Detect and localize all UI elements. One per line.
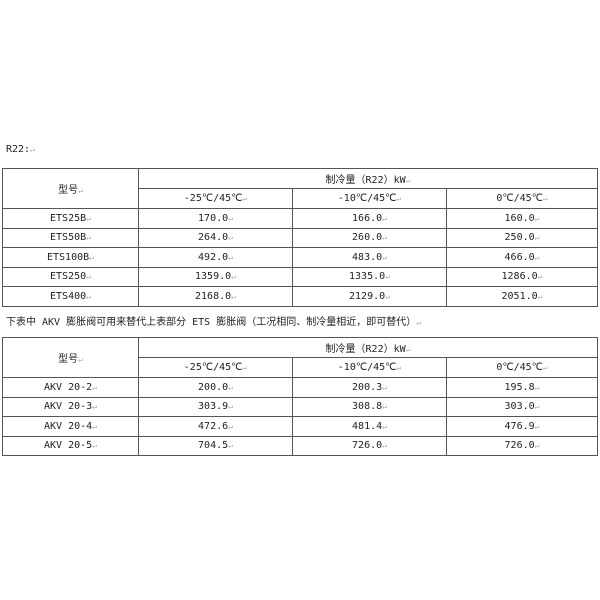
table-cell: 260.0↵ — [292, 227, 447, 248]
table-cell: 166.0↵ — [292, 208, 447, 229]
table-row: ETS100B↵ 492.0↵ 483.0↵ 466.0↵ — [2, 247, 598, 268]
table-row: AKV 20-4↵ 472.6↵ 481.4↵ 476.9↵ — [2, 416, 598, 437]
header-capacity: 制冷量（R22）kW↵ — [138, 168, 598, 189]
table-cell: ETS400↵ — [2, 286, 139, 307]
table-cell: 1286.0↵ — [446, 266, 598, 287]
table-cell: 476.9↵ — [446, 416, 598, 437]
table-cell: 2129.0↵ — [292, 286, 447, 307]
header-model: 型号↵ — [2, 168, 139, 209]
header-capacity: 制冷量（R22）kW↵ — [138, 337, 598, 358]
header-condition: 0℃/45℃↵ — [446, 357, 598, 378]
table-cell: ETS250↵ — [2, 266, 139, 287]
akv-capacity-table: 型号↵ 制冷量（R22）kW↵ -25℃/45℃↵ -10℃/45℃↵ 0℃/45℃↵ A… — [2, 337, 598, 456]
table-cell: 195.8↵ — [446, 377, 598, 398]
table-cell: 200.0↵ — [138, 377, 293, 398]
table-cell: ETS100B↵ — [2, 247, 139, 268]
caption-akv-note: 下表中 AKV 膨胀阀可用来替代上表部分 ETS 膨胀阀（工况相同、制冷量相近，… — [6, 317, 422, 328]
table-cell: 303.9↵ — [138, 396, 293, 417]
header-model: 型号↵ — [2, 337, 139, 378]
table-row: ETS50B↵ 264.0↵ 260.0↵ 250.0↵ — [2, 227, 598, 248]
table-row: ETS250↵ 1359.0↵ 1335.0↵ 1286.0↵ — [2, 266, 598, 287]
header-condition: -25℃/45℃↵ — [138, 357, 293, 378]
table-cell: 726.0↵ — [446, 435, 598, 456]
table-cell: AKV 20-4↵ — [2, 416, 139, 437]
header-condition: -25℃/45℃↵ — [138, 188, 293, 209]
table-cell: 466.0↵ — [446, 247, 598, 268]
table-cell: AKV 20-2↵ — [2, 377, 139, 398]
table-cell: 170.0↵ — [138, 208, 293, 229]
table-row: ETS25B↵ 170.0↵ 166.0↵ 160.0↵ — [2, 208, 598, 229]
table-cell: 200.3↵ — [292, 377, 447, 398]
table-cell: 250.0↵ — [446, 227, 598, 248]
table-cell: 308.8↵ — [292, 396, 447, 417]
table-row: AKV 20-5↵ 704.5↵ 726.0↵ 726.0↵ — [2, 435, 598, 456]
table-row: AKV 20-3↵ 303.9↵ 308.8↵ 303.0↵ — [2, 396, 598, 417]
header-condition: -10℃/45℃↵ — [292, 357, 447, 378]
table-cell: ETS25B↵ — [2, 208, 139, 229]
header-condition: 0℃/45℃↵ — [446, 188, 598, 209]
ets-capacity-table: 型号↵ 制冷量（R22）kW↵ -25℃/45℃↵ -10℃/45℃↵ 0℃/45℃↵ E… — [2, 168, 598, 307]
table-row: AKV 20-2↵ 200.0↵ 200.3↵ 195.8↵ — [2, 377, 598, 398]
table-cell: ETS50B↵ — [2, 227, 139, 248]
table-cell: 160.0↵ — [446, 208, 598, 229]
table-row: ETS400↵ 2168.0↵ 2129.0↵ 2051.0↵ — [2, 286, 598, 307]
table-cell: 264.0↵ — [138, 227, 293, 248]
table-cell: AKV 20-3↵ — [2, 396, 139, 417]
table-cell: 704.5↵ — [138, 435, 293, 456]
table-cell: 726.0↵ — [292, 435, 447, 456]
table-cell: 481.4↵ — [292, 416, 447, 437]
table-cell: 483.0↵ — [292, 247, 447, 268]
header-condition: -10℃/45℃↵ — [292, 188, 447, 209]
table-cell: 1335.0↵ — [292, 266, 447, 287]
table-cell: 2051.0↵ — [446, 286, 598, 307]
table-cell: AKV 20-5↵ — [2, 435, 139, 456]
table-cell: 2168.0↵ — [138, 286, 293, 307]
table-cell: 1359.0↵ — [138, 266, 293, 287]
table-cell: 492.0↵ — [138, 247, 293, 268]
table-cell: 472.6↵ — [138, 416, 293, 437]
caption-r22: R22:↵ — [6, 144, 35, 155]
table-cell: 303.0↵ — [446, 396, 598, 417]
